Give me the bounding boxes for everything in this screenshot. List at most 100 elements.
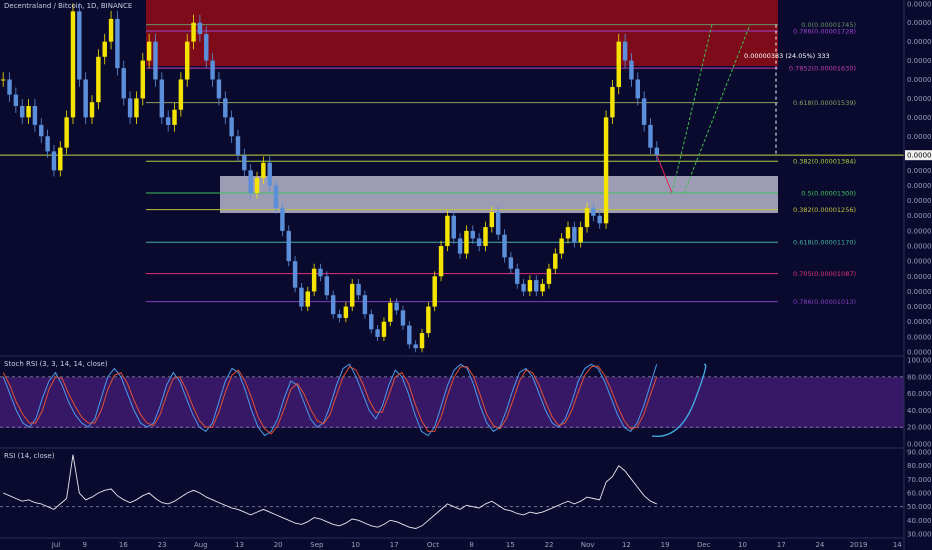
candle-body bbox=[362, 295, 368, 315]
time-tick-label: Jul bbox=[51, 541, 61, 549]
candle-body bbox=[248, 170, 253, 194]
candle-body bbox=[388, 302, 393, 322]
candle-body bbox=[216, 79, 222, 99]
price-tick-label: 0.0000092 bbox=[907, 333, 932, 341]
fib-label: 0.5(0.00001300) bbox=[801, 190, 856, 198]
stoch-lines bbox=[0, 363, 904, 437]
candle-body bbox=[305, 291, 311, 307]
stoch-rsi-pane[interactable]: Stoch RSI (3, 3, 14, 14, close) bbox=[0, 355, 904, 437]
candle-body bbox=[19, 105, 25, 118]
candle-body bbox=[242, 155, 247, 171]
candle-body bbox=[445, 215, 450, 247]
candle-body bbox=[178, 79, 184, 110]
price-tick-label: 0.0000128 bbox=[907, 197, 932, 205]
price-tick-label: 0.0000155 bbox=[907, 95, 932, 103]
price-tick-label: 0.0000150 bbox=[907, 114, 932, 122]
price-pane[interactable]: 0.0(0.00001745)0.786(0.00001728) 0.7852(0… bbox=[0, 0, 904, 353]
stoch-tick-label: 20.0000 bbox=[907, 424, 932, 432]
candle-body bbox=[508, 257, 514, 269]
candle-body bbox=[324, 276, 330, 296]
candle-body bbox=[629, 60, 634, 80]
candlestick-series bbox=[0, 3, 660, 353]
candle-body bbox=[153, 41, 158, 80]
stoch-tick-label: 0.0000 bbox=[907, 441, 932, 449]
candle-body bbox=[267, 162, 272, 186]
candle-body bbox=[108, 18, 114, 42]
fib-label: 0.786(0.00001728) bbox=[793, 28, 856, 36]
time-tick-label: Nov bbox=[581, 541, 595, 549]
stoch-series bbox=[2, 365, 658, 435]
rsi-tick-label: 30.0000 bbox=[907, 531, 932, 539]
stoch-projection bbox=[651, 363, 707, 437]
current-price-box bbox=[905, 150, 932, 161]
time-tick-label: 13 bbox=[235, 541, 244, 549]
candle-body bbox=[603, 117, 609, 224]
price-tick-label: 0.0000120 bbox=[907, 227, 932, 235]
candle-body bbox=[286, 230, 291, 262]
stoch-tick-label: 100.0000 bbox=[907, 357, 932, 365]
candle-body bbox=[121, 68, 126, 99]
time-tick-label: 24 bbox=[815, 541, 824, 549]
candle-body bbox=[381, 321, 387, 337]
candle-body bbox=[261, 162, 266, 178]
projection-up bbox=[683, 24, 751, 194]
candle-body bbox=[400, 310, 406, 326]
time-tick-label: Aug bbox=[194, 541, 208, 549]
time-tick-label: 15 bbox=[506, 541, 515, 549]
measure-annotation: 0.00000333 (24.05%) 333 bbox=[744, 52, 830, 60]
candle-body bbox=[572, 227, 577, 243]
candle-body bbox=[489, 211, 495, 228]
rsi-tick-label: 50.0000 bbox=[907, 503, 932, 511]
candle-body bbox=[89, 102, 95, 118]
time-axis[interactable]: Jul 9 16 23 Aug 13 20 Sep 10 17 Oct 8 15 22 Nov 12 19 Dec… bbox=[51, 541, 903, 549]
time-tick-label: 9 bbox=[82, 541, 86, 549]
candle-body bbox=[45, 136, 50, 152]
stoch-tick-label: 60.0000 bbox=[907, 390, 932, 398]
chart-title: Decentraland / Bitcoin, 1D, BINANCE bbox=[4, 2, 132, 10]
candle-body bbox=[553, 253, 558, 269]
price-tick-label: 0.0000112 bbox=[907, 258, 932, 266]
stoch-label: Stoch RSI (3, 3, 14, 14, close) bbox=[4, 360, 108, 368]
candle-body bbox=[343, 306, 349, 318]
candle-body bbox=[426, 306, 431, 334]
price-tick-label: 0.0000116 bbox=[907, 243, 932, 251]
fib-label: 0.705(0.00001087) bbox=[793, 270, 856, 278]
candle-body bbox=[127, 98, 133, 118]
time-tick-label: 17 bbox=[390, 541, 399, 549]
candle-body bbox=[51, 151, 57, 171]
candle-body bbox=[223, 98, 228, 118]
projection-down bbox=[656, 154, 673, 194]
candle-body bbox=[96, 56, 101, 103]
fib-label: 0.786(0.00001013) bbox=[793, 298, 856, 306]
candle-body bbox=[559, 238, 564, 254]
price-tick-label: 0.0000100 bbox=[907, 303, 932, 311]
current-price-label: 0.0000140 bbox=[907, 152, 932, 160]
price-tick-label: 0.0000132 bbox=[907, 182, 932, 190]
candle-body bbox=[476, 238, 482, 247]
candle-body bbox=[26, 105, 31, 118]
rsi-tick-label: 90.0000 bbox=[907, 449, 932, 457]
price-tick-label: 0.0000180 bbox=[907, 0, 932, 8]
candle-body bbox=[204, 34, 209, 61]
candle-body bbox=[349, 283, 355, 307]
fib-label: 0.7852(0.00001630) bbox=[789, 65, 856, 73]
candle-body bbox=[635, 79, 641, 99]
fib-label: 0.382(0.00001256) bbox=[793, 206, 856, 214]
support-zone bbox=[220, 176, 778, 213]
candle-body bbox=[521, 283, 526, 292]
price-tick-label: 0.0000136 bbox=[907, 167, 932, 175]
candle-body bbox=[648, 124, 653, 148]
time-tick-label: Dec bbox=[697, 541, 711, 549]
time-tick-label: 12 bbox=[622, 541, 631, 549]
candle-body bbox=[654, 147, 660, 156]
candle-body bbox=[470, 230, 476, 239]
projection-up bbox=[671, 24, 713, 194]
candle-body bbox=[159, 79, 165, 118]
candle-body bbox=[318, 268, 323, 277]
stoch-series bbox=[2, 363, 658, 437]
rsi-pane[interactable]: RSI (14, close) bbox=[0, 447, 904, 529]
candle-body bbox=[578, 227, 583, 243]
candle-body bbox=[641, 98, 647, 125]
